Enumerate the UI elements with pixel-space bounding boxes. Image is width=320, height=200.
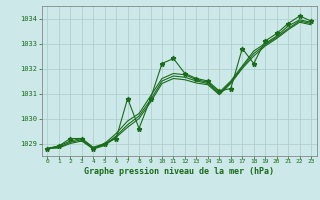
- X-axis label: Graphe pression niveau de la mer (hPa): Graphe pression niveau de la mer (hPa): [84, 167, 274, 176]
